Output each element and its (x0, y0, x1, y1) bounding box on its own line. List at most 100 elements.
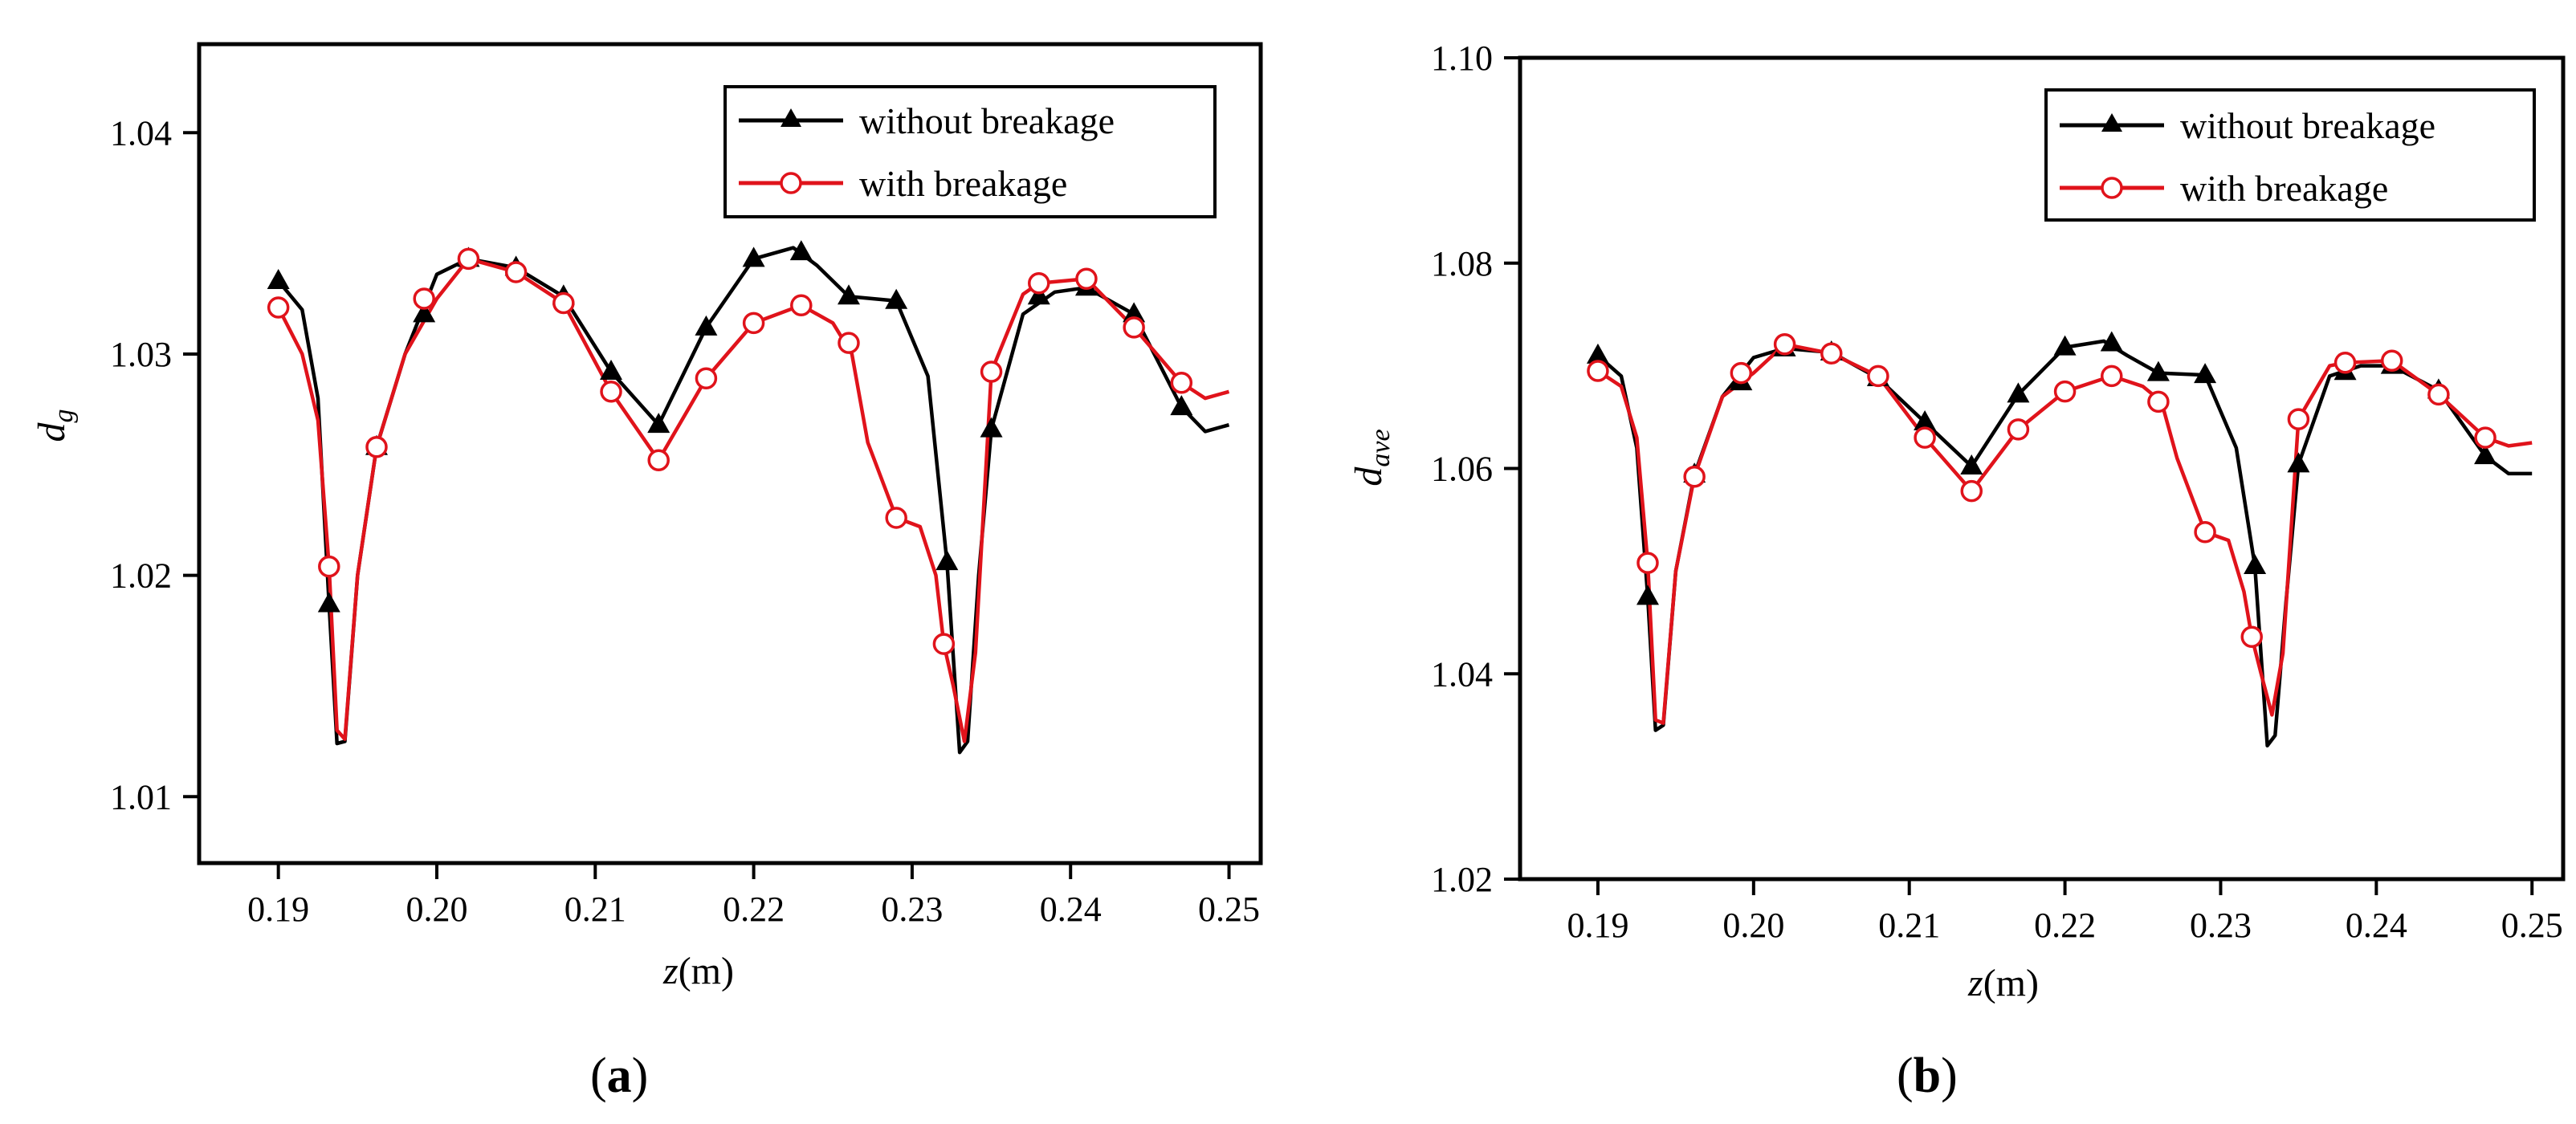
x-tick-label: 0.22 (2034, 906, 2096, 945)
y-tick-label: 1.01 (110, 777, 172, 817)
x-tick-label: 0.25 (2501, 906, 2563, 945)
x-tick-label: 0.20 (406, 890, 467, 929)
legend-label-without: without breakage (859, 100, 1115, 141)
data-point-circle (980, 360, 1003, 383)
data-point-circle (790, 294, 813, 317)
data-point-triangle (2007, 382, 2030, 403)
y-tick-label: 1.04 (110, 113, 172, 153)
data-point-triangle (1914, 409, 1937, 430)
data-point-triangle (647, 413, 670, 434)
data-point-triangle (1123, 302, 1146, 323)
series-line-with-breakage (1596, 342, 2533, 725)
plot-area-b: 0.19 0.20 0.21 0.22 0.23 0.24 0.25 1.02 1.04 1.06… (1431, 39, 2566, 945)
data-point-circle (1636, 552, 1659, 574)
panel-a: 0.19 0.20 0.21 0.22 0.23 0.24 0.25 1.01 1.02 1.03… (31, 42, 1263, 1103)
data-point-triangle (1960, 454, 1983, 474)
x-tick-label: 0.19 (1567, 906, 1628, 945)
data-point-circle (365, 435, 388, 458)
legend-marker-circle (2101, 177, 2123, 199)
data-point-triangle (885, 288, 908, 309)
legend-box (723, 85, 1217, 218)
data-point-circle (2287, 408, 2310, 430)
data-point-circle (1075, 267, 1098, 290)
legend-marker-triangle (781, 108, 801, 127)
data-point-circle (457, 247, 480, 271)
data-point-circle (2100, 364, 2123, 388)
x-axis-title-b: z(m) (1967, 962, 2039, 1004)
legend-label-without: without breakage (2180, 105, 2435, 146)
plot-frame (197, 42, 1263, 865)
x-axis-title-a: z(m) (662, 950, 734, 992)
data-point-circle (1960, 479, 1983, 503)
x-tick-label: 0.19 (247, 890, 309, 929)
x-tick-label: 0.25 (1198, 890, 1260, 929)
data-point-triangle (742, 246, 765, 267)
data-point-circle (1683, 465, 1706, 488)
y-var: d (1347, 466, 1390, 487)
data-point-triangle (267, 268, 290, 289)
data-point-circle (1170, 372, 1193, 394)
legend-a: without breakage with breakage (723, 85, 1217, 218)
x-tick-label: 0.21 (565, 890, 626, 929)
data-point-triangle (980, 417, 1003, 438)
data-point-triangle (695, 315, 718, 336)
data-point-circle (2427, 383, 2450, 406)
data-point-circle (2053, 380, 2077, 403)
y-axis-title-a: dg (31, 409, 79, 442)
legend-marker-triangle (2101, 113, 2122, 132)
x-tick-label: 0.22 (723, 890, 785, 929)
data-point-circle (1123, 316, 1145, 339)
data-point-triangle (1636, 584, 1659, 605)
x-tick-label: 0.21 (1878, 906, 1940, 945)
plot-area-a: 0.19 0.20 0.21 0.22 0.23 0.24 0.25 1.01 1.02 1.03… (110, 42, 1263, 929)
data-point-circle (1587, 360, 1609, 382)
x-tick-label: 0.24 (2346, 906, 2407, 945)
series-line-with-breakage (276, 257, 1230, 743)
y-sub: ave (1366, 429, 1396, 466)
data-point-circle (647, 449, 670, 472)
data-point-circle (504, 261, 528, 283)
data-point-circle (1820, 342, 1843, 365)
x-unit: (m) (679, 950, 734, 992)
legend-label-with: with breakage (859, 163, 1067, 204)
y-tick-label: 1.02 (110, 556, 172, 596)
data-point-triangle (837, 284, 860, 305)
y-tick-label: 1.08 (1431, 244, 1493, 283)
data-point-triangle (317, 592, 340, 613)
data-point-triangle (935, 550, 959, 571)
x-var: z (662, 950, 679, 992)
y-tick-label: 1.04 (1431, 654, 1493, 694)
data-point-circle (838, 332, 860, 354)
data-point-circle (695, 367, 718, 390)
y-tick-label: 1.06 (1431, 450, 1493, 489)
data-point-circle (2240, 625, 2263, 648)
data-point-circle (2007, 418, 2030, 441)
data-point-circle (885, 507, 907, 529)
data-point-triangle (2100, 331, 2123, 352)
x-tick-label: 0.23 (881, 890, 943, 929)
data-point-triangle (1170, 395, 1193, 416)
x-var: z (1967, 962, 1983, 1004)
data-point-triangle (2194, 363, 2217, 384)
data-point-triangle (1586, 343, 1609, 364)
data-point-triangle (2474, 444, 2497, 465)
data-point-circle (2194, 521, 2216, 544)
data-point-triangle (600, 360, 623, 380)
panel-b: 0.19 0.20 0.21 0.22 0.23 0.24 0.25 1.02 1.04 1.06… (1347, 39, 2566, 1103)
panel-label-a: (a) (590, 1049, 648, 1103)
data-point-circle (742, 312, 765, 335)
data-point-triangle (2146, 360, 2170, 381)
legend-marker-circle (780, 172, 802, 194)
data-point-circle (2380, 349, 2403, 372)
data-point-circle (267, 296, 290, 319)
x-tick-label: 0.20 (1722, 906, 1784, 945)
y-tick-label: 1.10 (1431, 39, 1493, 78)
legend-b: without breakage with breakage (2044, 88, 2536, 222)
data-point-triangle (2244, 553, 2267, 574)
data-point-circle (1867, 364, 1889, 388)
data-point-circle (600, 381, 622, 403)
data-point-circle (552, 291, 575, 315)
data-point-circle (2333, 352, 2357, 374)
data-point-triangle (1027, 284, 1050, 305)
legend-box (2044, 88, 2536, 222)
